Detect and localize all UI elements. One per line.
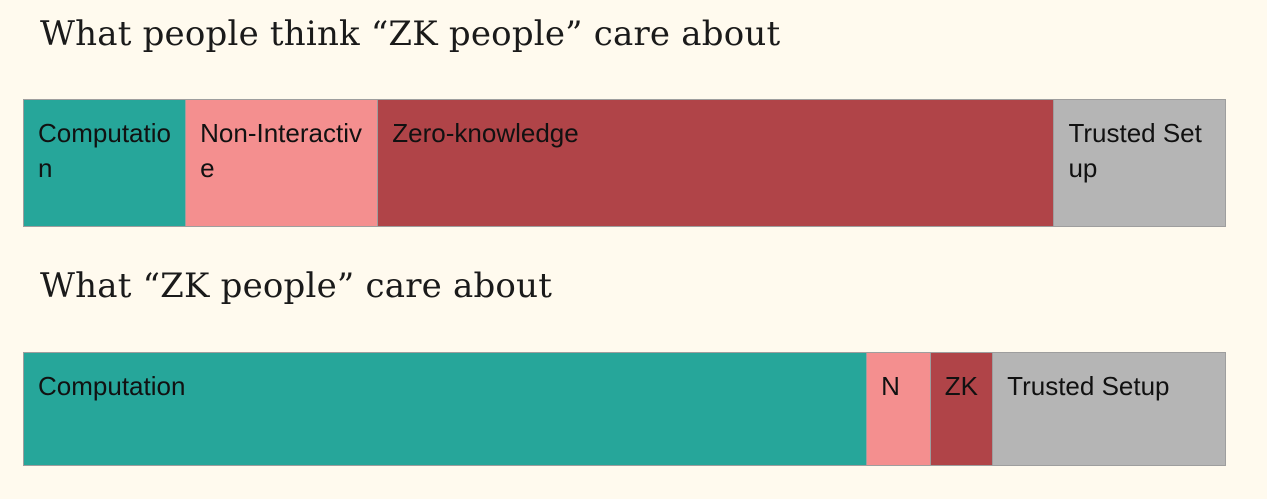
actual-priorities-bar: Computation N ZK Trusted Setup	[23, 352, 1226, 466]
segment-computation: Computation	[24, 353, 868, 465]
segment-non-interactive: N	[867, 353, 931, 465]
segment-zero-knowledge: ZK	[930, 353, 994, 465]
segment-zero-knowledge: Zero-knowledge	[378, 100, 1055, 226]
perceived-priorities-bar: Computation Non-Interactive Zero-knowled…	[23, 99, 1226, 227]
heading-actual-priorities: What “ZK people” care about	[40, 266, 553, 306]
segment-non-interactive: Non-Interactive	[186, 100, 379, 226]
segment-trusted-setup: Trusted Setup	[1054, 100, 1225, 226]
segment-trusted-setup: Trusted Setup	[993, 353, 1225, 465]
heading-perceived-priorities: What people think “ZK people” care about	[40, 14, 781, 54]
segment-computation: Computation	[24, 100, 187, 226]
